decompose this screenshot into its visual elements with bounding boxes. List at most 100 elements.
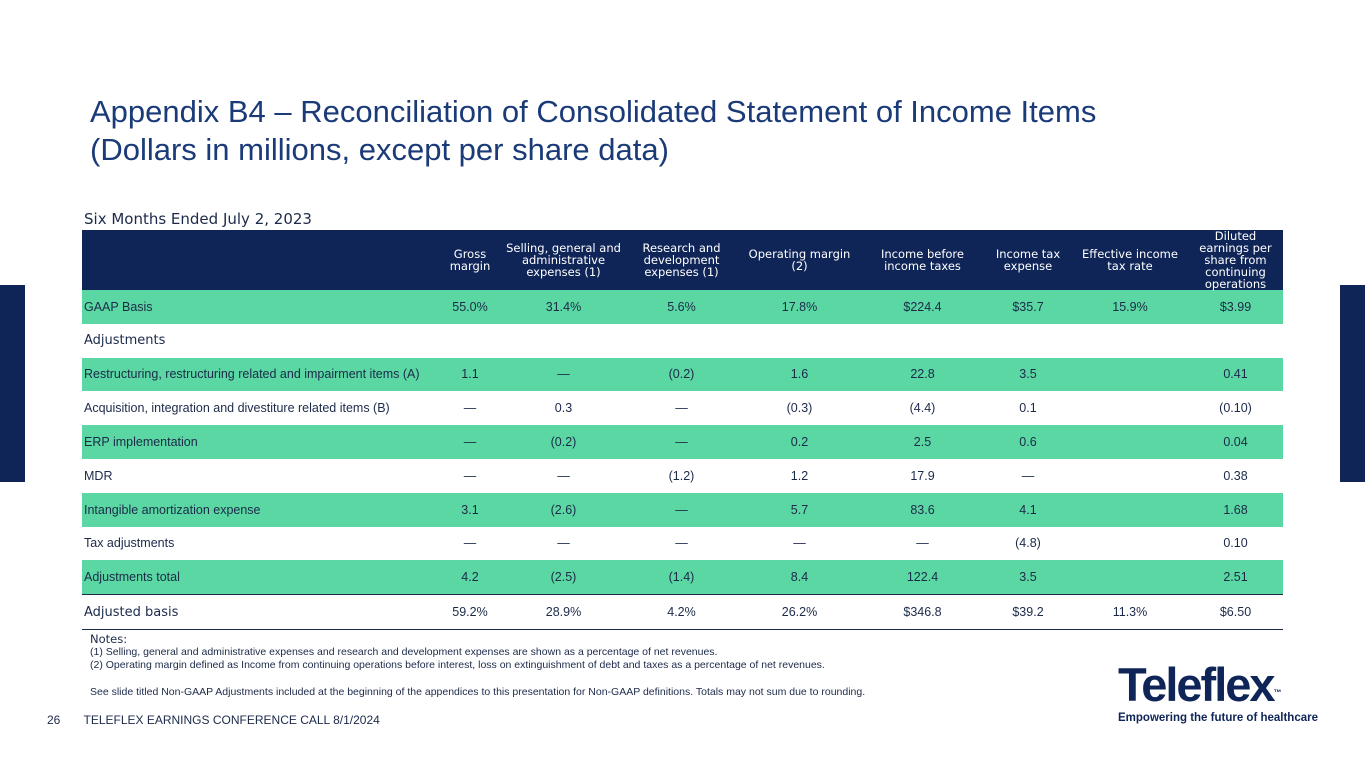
row-value: 5.6% (625, 290, 738, 324)
row-value (861, 324, 984, 358)
row-value: 55.0% (438, 290, 502, 324)
header-rnd: Research and development expenses (1) (625, 230, 738, 290)
row-value: $39.2 (984, 594, 1072, 630)
row-value (984, 324, 1072, 358)
row-value: $3.99 (1188, 290, 1283, 324)
title-line-2: (Dollars in millions, except per share d… (90, 132, 669, 167)
row-value (438, 324, 502, 358)
row-label: Adjusted basis (82, 594, 438, 630)
table-row: Tax adjustments — — — — — (4.8) 0.10 (82, 527, 1283, 561)
table-header-row: Gross margin Selling, general and admini… (82, 230, 1283, 290)
row-label: Acquisition, integration and divestiture… (84, 401, 390, 416)
row-value (1072, 459, 1188, 493)
row-value: 15.9% (1072, 290, 1188, 324)
row-value: (4.8) (1015, 536, 1041, 551)
row-value: — (438, 425, 502, 459)
row-value: 2.51 (1188, 560, 1283, 595)
row-value (1072, 425, 1188, 459)
row-value: $224.4 (861, 290, 984, 324)
note-2: (2) Operating margin defined as Income f… (90, 659, 825, 671)
row-value: 5.7 (738, 492, 861, 527)
table-row: Acquisition, integration and divestiture… (82, 391, 1283, 425)
footer: 26 TELEFLEX EARNINGS CONFERENCE CALL 8/1… (47, 713, 380, 727)
row-label: Intangible amortization expense (82, 492, 438, 527)
row-value: (1.2) (668, 468, 695, 483)
row-value (1072, 357, 1188, 392)
row-value: 8.4 (738, 560, 861, 595)
left-accent-bar (0, 285, 25, 482)
row-value: 31.4% (502, 290, 625, 324)
row-value (1072, 560, 1188, 595)
row-value: 4.2% (625, 594, 738, 630)
row-value (1072, 324, 1188, 358)
row-value: 83.6 (861, 492, 984, 527)
row-value: — (625, 425, 738, 459)
row-value: 3.5 (984, 560, 1072, 595)
row-value: 1.1 (438, 357, 502, 392)
row-value (1072, 492, 1188, 527)
reconciliation-table: Gross margin Selling, general and admini… (82, 230, 1283, 630)
row-value: — (675, 401, 688, 416)
row-value (625, 324, 738, 358)
row-value: 1.6 (738, 357, 861, 392)
header-label-column (82, 230, 438, 290)
row-value: 122.4 (861, 560, 984, 595)
row-value: 0.41 (1188, 357, 1283, 392)
row-value: 2.5 (861, 425, 984, 459)
row-value: $346.8 (861, 594, 984, 630)
logo-tagline: Empowering the future of healthcare (1118, 712, 1318, 724)
row-value: 26.2% (738, 594, 861, 630)
row-value: (1.4) (625, 560, 738, 595)
row-value: — (916, 536, 929, 551)
page-number: 26 (47, 713, 61, 727)
row-value: 3.5 (984, 357, 1072, 392)
header-gross-margin: Gross margin (438, 230, 502, 290)
row-value: — (557, 468, 570, 483)
row-label: Adjustments (84, 333, 166, 349)
row-value: 17.9 (910, 468, 935, 483)
table-row: Adjustments (82, 324, 1283, 358)
header-effective-tax-rate: Effective income tax rate (1072, 230, 1188, 290)
row-value: 0.3 (554, 401, 573, 416)
row-value: 0.1 (1019, 401, 1037, 416)
header-income-tax-expense: Income tax expense (984, 230, 1072, 290)
row-label: MDR (84, 468, 113, 483)
row-label: Adjustments total (82, 560, 438, 595)
table-body: GAAP Basis 55.0% 31.4% 5.6% 17.8% $224.4 $35.7… (82, 290, 1283, 630)
row-label: GAAP Basis (82, 290, 438, 324)
notes-section: Notes: (1) Selling, general and administ… (90, 633, 865, 699)
note-1: (1) Selling, general and administrative … (90, 646, 718, 658)
table-row: Intangible amortization expense 3.1 (2.6) —… (82, 492, 1283, 527)
row-value: $35.7 (984, 290, 1072, 324)
row-value: 4.2 (438, 560, 502, 595)
row-value (738, 324, 861, 358)
row-value: — (463, 536, 477, 551)
logo-trademark: ™ (1273, 688, 1282, 697)
row-value (1188, 324, 1283, 358)
right-accent-bar (1340, 285, 1365, 482)
row-value: 22.8 (861, 357, 984, 392)
table-row: Adjustments total 4.2 (2.5) (1.4) 8.4 122.4 3.… (82, 560, 1283, 595)
row-value: 4.1 (984, 492, 1072, 527)
row-value: (0.10) (1219, 401, 1252, 416)
row-value (1072, 391, 1188, 425)
row-value: — (1021, 468, 1035, 483)
row-value: 0.04 (1188, 425, 1283, 459)
row-value: 0.6 (984, 425, 1072, 459)
row-value: (0.3) (786, 401, 813, 416)
row-value: 1.2 (790, 468, 809, 483)
table-row: Adjusted basis 59.2% 28.9% 4.2% 26.2% $346.8 $… (82, 594, 1283, 630)
notes-title: Notes: (90, 632, 128, 646)
table-row: MDR — — (1.2) 1.2 17.9 — 0.38 (82, 459, 1283, 493)
teleflex-logo: Teleflex™ Empowering the future of healt… (1118, 660, 1330, 730)
row-value: 1.68 (1188, 492, 1283, 527)
row-label: Restructuring, restructuring related and… (82, 357, 438, 392)
header-income-before-taxes: Income before income taxes (861, 230, 984, 290)
row-value: 11.3% (1072, 594, 1188, 630)
table-row: GAAP Basis 55.0% 31.4% 5.6% 17.8% $224.4 $35.7… (82, 290, 1283, 324)
header-diluted-eps: Diluted earnings per share from continui… (1188, 230, 1283, 290)
slide-title: Appendix B4 – Reconciliation of Consolid… (90, 93, 1096, 169)
row-value: 28.9% (502, 594, 625, 630)
header-sga: Selling, general and administrative expe… (502, 230, 625, 290)
table-row: Restructuring, restructuring related and… (82, 357, 1283, 392)
